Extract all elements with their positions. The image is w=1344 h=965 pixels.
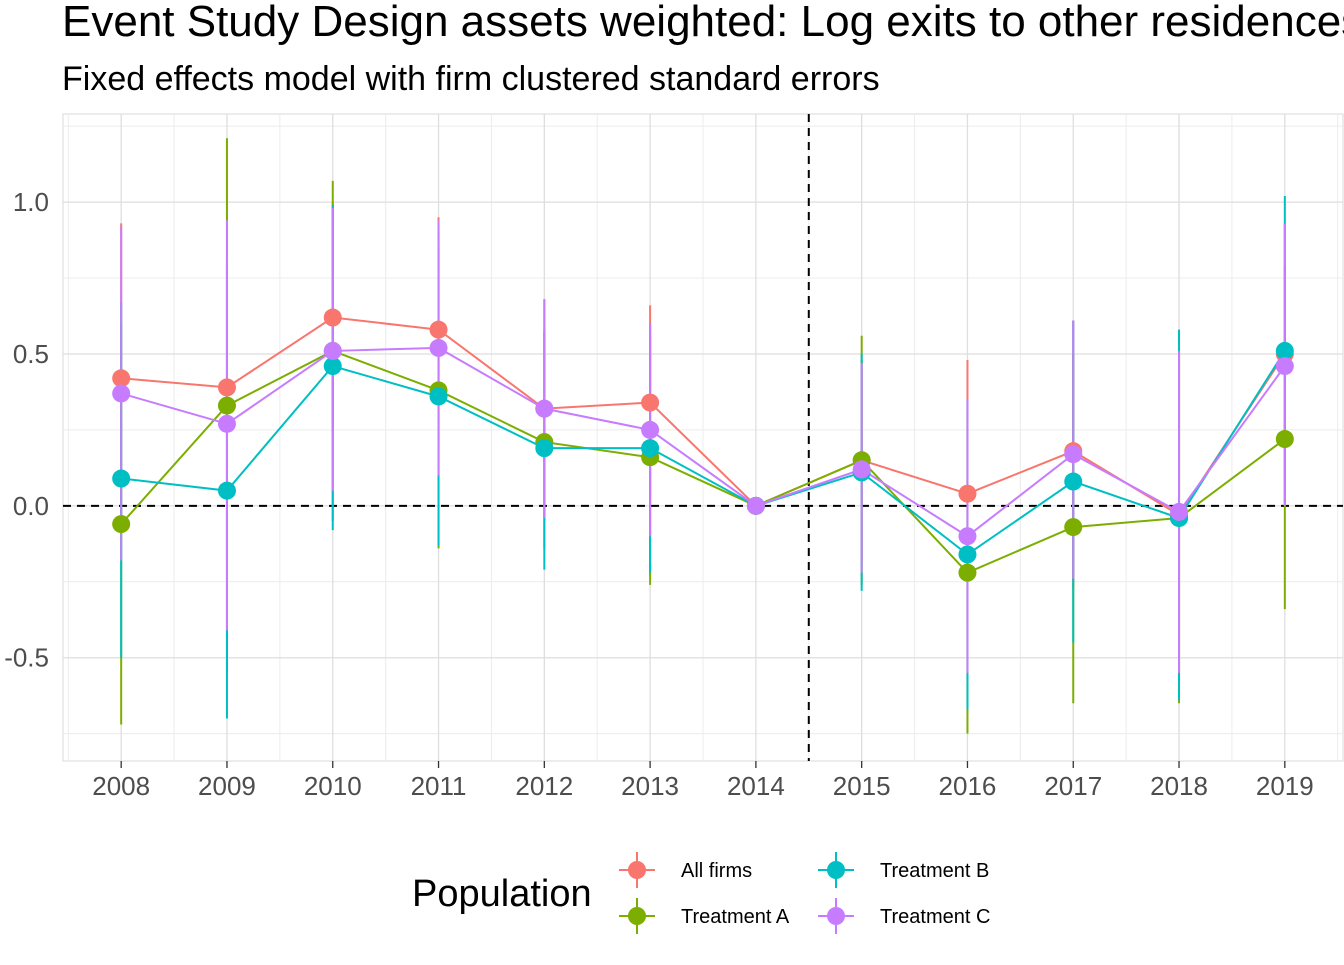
x-tick-label: 2009 (198, 771, 256, 801)
data-point (958, 527, 977, 546)
series-layer (112, 138, 1294, 734)
data-point (1170, 502, 1189, 521)
chart-subtitle: Fixed effects model with firm clustered … (62, 60, 880, 98)
legend-key-point (628, 861, 646, 879)
x-tick-label: 2015 (833, 771, 891, 801)
data-point (1275, 430, 1294, 449)
x-tick-label: 2014 (727, 771, 785, 801)
data-point (958, 563, 977, 582)
data-point (217, 396, 236, 415)
legend-item: Treatment A (619, 898, 790, 934)
data-point (1064, 445, 1083, 464)
legend-label: All firms (681, 860, 752, 882)
series-points-4 (112, 338, 1294, 546)
data-point (112, 384, 131, 403)
data-point (641, 420, 660, 439)
series-line-2 (120, 349, 1286, 574)
x-tick-label: 2018 (1150, 771, 1208, 801)
data-point (641, 439, 660, 458)
legend-key-point (827, 907, 845, 925)
legend-item: Treatment C (818, 898, 990, 934)
legend-title: Population (412, 873, 592, 915)
data-point (958, 484, 977, 503)
data-point (112, 515, 131, 534)
data-point (323, 341, 342, 360)
data-point (429, 338, 448, 357)
reference-lines (63, 114, 1343, 761)
grid (62, 113, 1344, 762)
x-tick-label: 2019 (1256, 771, 1314, 801)
y-tick-label: -0.5 (4, 643, 49, 673)
data-point (746, 496, 765, 515)
data-point (217, 414, 236, 433)
x-tick-label: 2012 (515, 771, 573, 801)
series-line-3 (121, 350, 1286, 556)
x-tick-label: 2017 (1044, 771, 1102, 801)
data-point (429, 320, 448, 339)
legend-label: Treatment A (681, 906, 790, 928)
chart-title: Event Study Design assets weighted: Log … (62, 0, 1344, 46)
data-point (112, 369, 131, 388)
data-point (852, 460, 871, 479)
x-tick-label: 2008 (92, 771, 150, 801)
data-point (1275, 341, 1294, 360)
legend-key-point (827, 861, 845, 879)
data-point (1064, 472, 1083, 491)
legend-item: All firms (619, 852, 752, 888)
legend-item: Treatment B (818, 852, 989, 888)
data-point (217, 378, 236, 397)
x-tick-label: 2010 (304, 771, 362, 801)
x-tick-label: 2016 (939, 771, 997, 801)
data-point (217, 481, 236, 500)
data-point (1275, 357, 1294, 376)
data-point (958, 545, 977, 564)
data-point (323, 308, 342, 327)
series-line-4 (120, 346, 1286, 538)
legend-label: Treatment B (880, 860, 989, 882)
legend-key-point (628, 907, 646, 925)
data-point (112, 469, 131, 488)
data-point (535, 439, 554, 458)
x-tick-label: 2011 (411, 771, 467, 801)
axes: -0.5 0.0 0.5 1.0 2008 2009 2010 2011 2012 2013 201… (4, 187, 1314, 801)
data-point (535, 399, 554, 418)
y-tick-label: 0.0 (13, 491, 49, 521)
y-tick-label: 0.5 (13, 339, 49, 369)
legend-label: Treatment C (880, 906, 990, 928)
data-point (1064, 518, 1083, 537)
x-tick-label: 2013 (621, 771, 679, 801)
series-line-1 (121, 316, 1286, 517)
data-point (323, 357, 342, 376)
y-tick-label: 1.0 (13, 187, 49, 217)
data-point (641, 393, 660, 412)
legend: Population All firms Treatment B Treatment … (412, 852, 990, 934)
data-point (429, 387, 448, 406)
